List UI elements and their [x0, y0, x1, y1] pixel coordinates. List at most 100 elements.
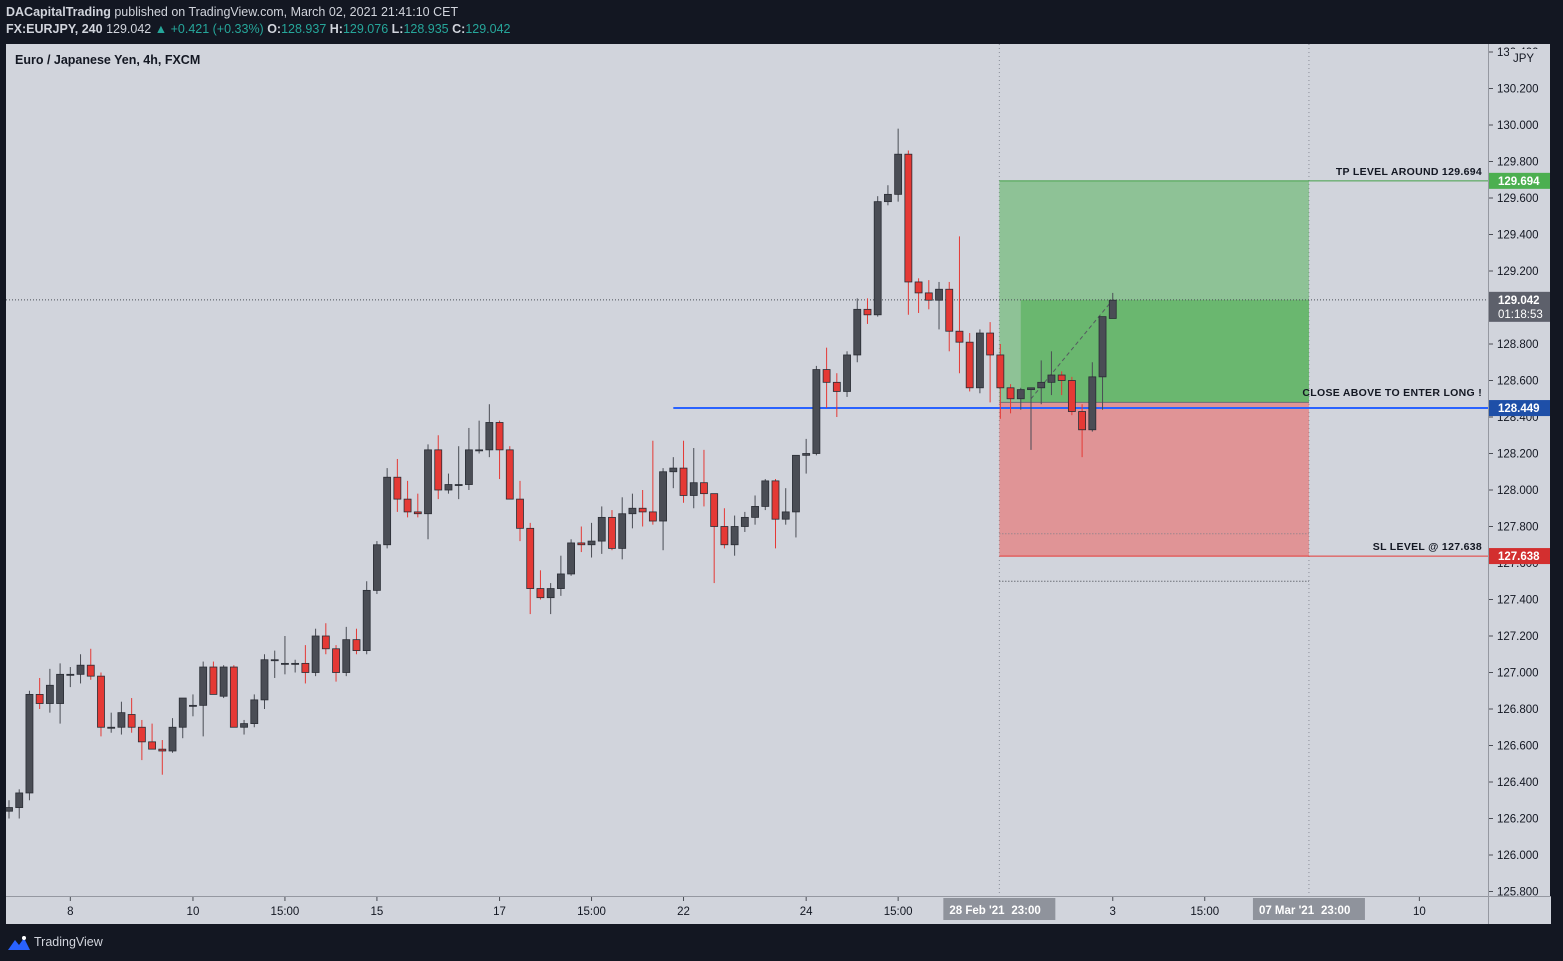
- time-badge-date: 28 Feb '21: [949, 905, 1005, 917]
- price-tick-label: 127.000: [1497, 668, 1539, 680]
- candle-body: [229, 666, 238, 728]
- candle-body: [1027, 387, 1035, 391]
- candle-body: [720, 526, 729, 546]
- candle-body: [413, 511, 422, 515]
- candle-body: [986, 332, 995, 356]
- publisher-name[interactable]: DACapitalTrading: [6, 5, 111, 19]
- price-tick-label: 126.800: [1497, 704, 1539, 716]
- time-tick-label: 15:00: [884, 906, 913, 918]
- low-label: L:: [391, 22, 404, 36]
- candle-body: [955, 330, 964, 343]
- time-badge-bg: [943, 898, 1056, 920]
- loss-zone: [999, 402, 1309, 557]
- candle-body: [117, 712, 126, 728]
- candle-body: [260, 659, 269, 701]
- candle-body: [35, 694, 44, 704]
- open-label: O:: [267, 22, 282, 36]
- last-price-badge-countdown: 01:18:53: [1498, 309, 1543, 321]
- candle-body: [832, 381, 841, 392]
- price-axis[interactable]: 125.800 126.000 126.200 126.400 126.600 126.8…: [1488, 44, 1551, 896]
- published-text: published on TradingView.com, March 02, …: [114, 5, 459, 19]
- tradingview-brand[interactable]: TradingView: [34, 935, 103, 949]
- price-tick-label: 130.200: [1497, 84, 1539, 96]
- high-value: 129.076: [342, 22, 389, 36]
- candle-body: [240, 723, 248, 728]
- entry-price-badge: 128.449: [1498, 403, 1540, 415]
- candle-body: [935, 288, 943, 301]
- candle-body: [1047, 374, 1056, 383]
- candle-body: [812, 369, 821, 454]
- candle-body: [270, 659, 279, 662]
- candle-body: [97, 675, 105, 728]
- time-tick-label: 22: [677, 906, 690, 918]
- candle-body: [884, 193, 892, 203]
- time-tick-label: 8: [67, 906, 73, 918]
- tp-annotation[interactable]: TP LEVEL AROUND 129.694: [1335, 165, 1482, 178]
- candle-body: [618, 513, 627, 549]
- time-badge-time: 23:00: [1321, 905, 1350, 917]
- candle-body: [689, 482, 698, 496]
- candle-body: [168, 726, 177, 752]
- candle-body: [505, 449, 514, 500]
- candle-body: [700, 482, 708, 495]
- candle-body: [209, 666, 218, 695]
- candle-body: [751, 506, 759, 518]
- candle-body: [1108, 299, 1117, 319]
- candle-body: [464, 449, 473, 485]
- candle-body: [301, 662, 310, 673]
- price-tick-label: 127.400: [1497, 595, 1539, 607]
- open-value: 128.937: [281, 22, 327, 36]
- candle-body: [853, 308, 862, 356]
- candle-body: [710, 493, 719, 527]
- low-value: 128.935: [403, 22, 449, 36]
- candle-body: [1067, 380, 1076, 412]
- candle-body: [444, 484, 453, 491]
- candle-body: [66, 673, 75, 676]
- price-tick-label: 129.600: [1497, 193, 1539, 205]
- entry-annotation[interactable]: CLOSE ABOVE TO ENTER LONG !: [1302, 387, 1482, 400]
- candle-body: [485, 422, 494, 451]
- candle-body: [556, 573, 565, 589]
- price-tick-label: 128.000: [1497, 485, 1539, 497]
- candle-body: [648, 511, 657, 522]
- price-tick-label: 126.600: [1497, 741, 1539, 753]
- candle-body: [802, 453, 811, 456]
- candle-body: [424, 449, 432, 515]
- candle-body: [1006, 387, 1015, 400]
- price-tick-label: 126.400: [1497, 777, 1539, 789]
- chart-pane[interactable]: Euro / Japanese Yen, 4h, FXCM TP LEVEL A…: [6, 44, 1488, 896]
- tp-price-badge-bg: [1489, 172, 1551, 189]
- last-price-badge: 129.042: [1498, 295, 1540, 307]
- last-price-value: 129.042: [106, 22, 152, 36]
- sl-annotation[interactable]: SL LEVEL @ 127.638: [1372, 541, 1482, 554]
- tradingview-logo-icon[interactable]: [7, 935, 31, 951]
- candle-body: [781, 511, 790, 520]
- time-axis-canvas[interactable]: 8 10 15:00 15 17 15:00 22 24 15:00 3 15:00 10 28 Feb…: [6, 897, 1488, 925]
- candle-body: [873, 201, 882, 316]
- price-tick-label: 128.200: [1497, 449, 1539, 461]
- candle-body: [792, 454, 800, 513]
- candle-body: [311, 635, 320, 673]
- candle-body: [597, 516, 606, 542]
- candle-body: [761, 480, 770, 507]
- time-axis[interactable]: 8 10 15:00 15 17 15:00 22 24 15:00 3 15:00 10 28 Feb…: [6, 896, 1488, 925]
- price-tick-label: 127.200: [1497, 631, 1539, 643]
- candle-body: [393, 476, 402, 500]
- candle-body: [567, 542, 575, 575]
- candle-body: [15, 792, 24, 808]
- candle-body: [250, 699, 259, 725]
- chart-canvas[interactable]: [6, 44, 1488, 896]
- candle-body: [669, 467, 678, 473]
- sl-price-badge: 127.638: [1498, 551, 1540, 563]
- candle-body: [659, 471, 667, 522]
- candle-body: [924, 292, 933, 301]
- candle-body: [76, 664, 85, 675]
- currency-label: JPY: [1513, 53, 1534, 65]
- candle-body: [1016, 389, 1025, 400]
- time-tick-label: 15: [371, 906, 384, 918]
- symbol-label: FX:EURJPY, 240: [6, 22, 103, 36]
- candle-body: [771, 480, 780, 520]
- candle-body: [1098, 316, 1107, 378]
- candle-body: [577, 542, 586, 546]
- price-axis-canvas[interactable]: 125.800 126.000 126.200 126.400 126.600 126.8…: [1489, 44, 1551, 896]
